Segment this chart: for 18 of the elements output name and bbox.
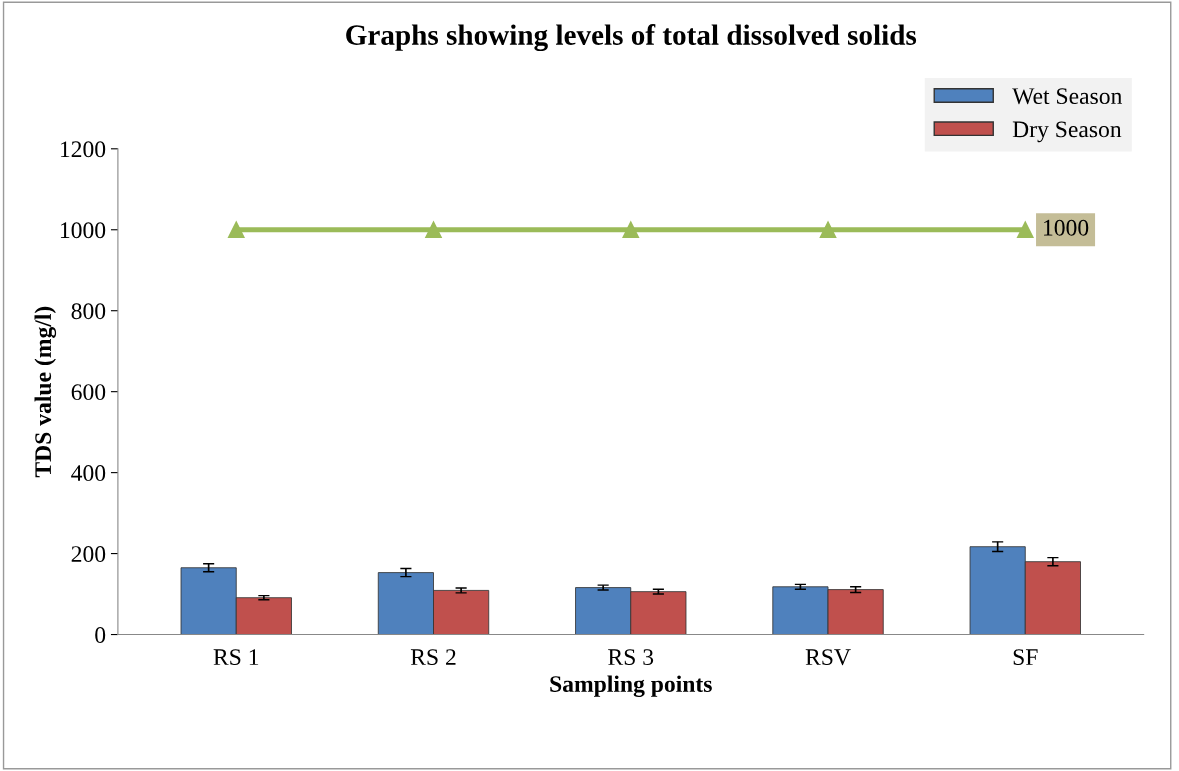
legend-label: Dry Season [1012,121,1122,143]
y-tick-label: 800 [71,303,106,320]
data-label: 1000 [1044,219,1089,236]
y-tick-label: 0 [95,627,106,643]
x-tick-label: RS 3 [608,649,654,666]
y-tick-label: 1200 [60,141,106,158]
y-tick-label: 200 [71,546,106,562]
legend-label: Wet Season [1012,88,1123,105]
x-tick-label: RS 2 [410,649,456,666]
x-tick-label: RSV [805,649,851,666]
x-tick-label: RS 1 [213,649,259,666]
y-axis-title: TDS value (mg/l) [34,306,57,478]
chart-title: Graphs showing levels of total dissolved solids [346,24,917,52]
y-tick-label: 400 [71,465,106,482]
x-tick-label: SF [1013,649,1038,666]
y-tick-label: 600 [71,384,106,401]
x-axis-title: Sampling points [550,675,712,697]
y-tick-label: 1000 [60,222,106,239]
